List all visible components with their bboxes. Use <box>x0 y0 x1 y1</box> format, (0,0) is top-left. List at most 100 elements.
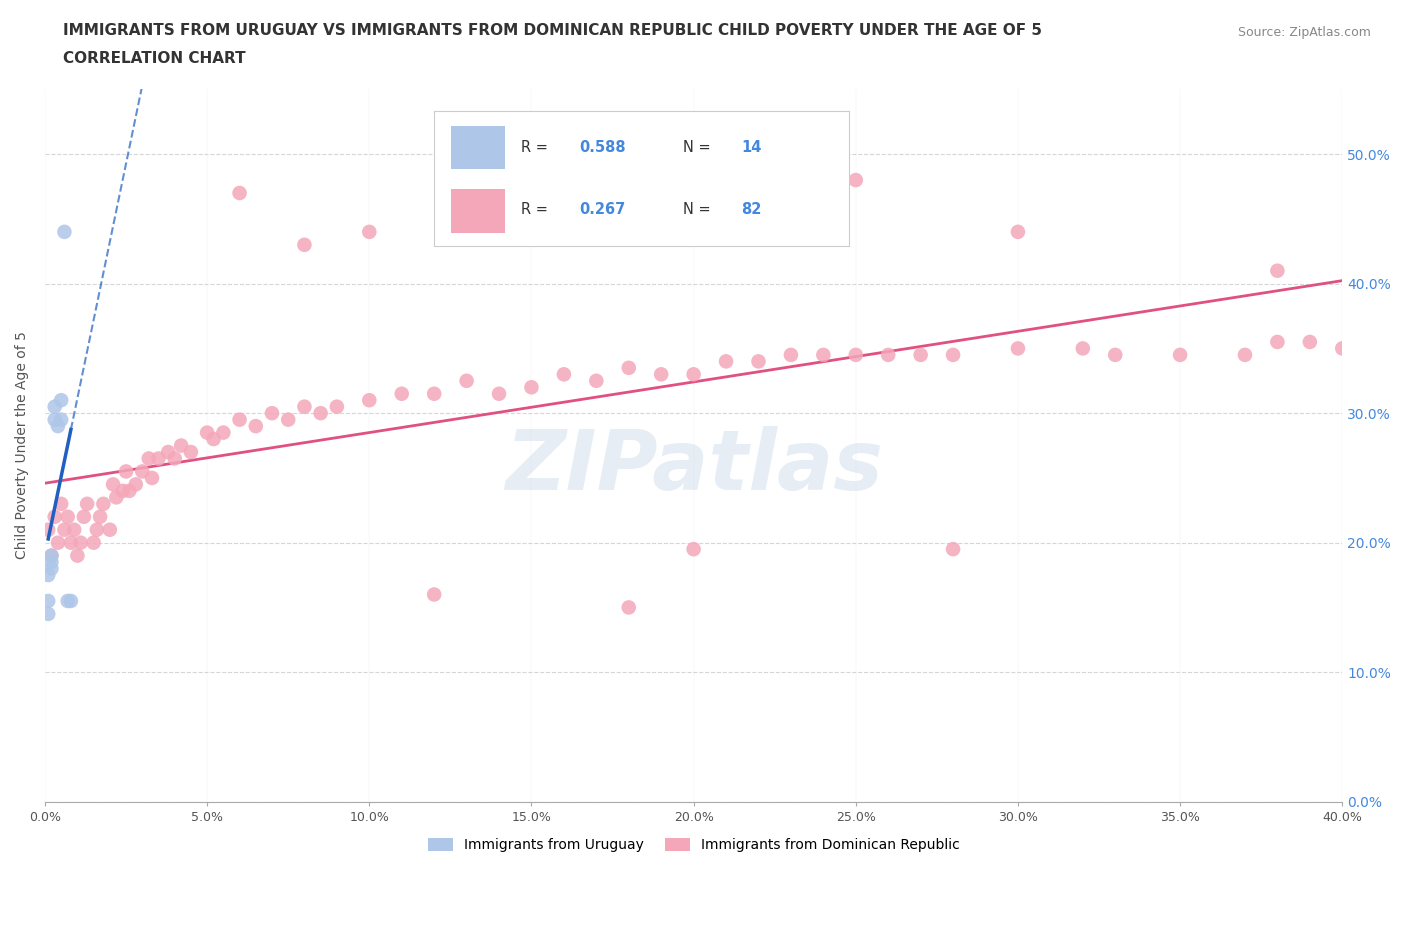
Point <box>1233 348 1256 363</box>
Point <box>1168 348 1191 363</box>
Point <box>105 490 128 505</box>
Point <box>41 548 63 563</box>
Point <box>56 510 79 525</box>
Point <box>59 593 82 608</box>
Point <box>359 224 381 239</box>
Point <box>101 477 124 492</box>
Point <box>212 425 235 440</box>
Point <box>1267 263 1289 278</box>
Point <box>228 412 250 427</box>
Point <box>294 237 316 252</box>
Point <box>617 600 640 615</box>
Point <box>59 536 82 551</box>
Point <box>260 405 283 420</box>
Point <box>51 497 73 512</box>
Point <box>56 593 79 608</box>
Point <box>942 541 965 556</box>
Point <box>89 510 111 525</box>
Point <box>141 471 163 485</box>
Point <box>37 567 59 582</box>
Point <box>157 445 180 459</box>
Point <box>714 354 737 369</box>
Point <box>63 523 86 538</box>
Point <box>294 399 316 414</box>
Point <box>456 373 478 388</box>
Point <box>51 412 73 427</box>
Point <box>163 451 186 466</box>
Point <box>845 173 868 188</box>
Point <box>228 186 250 201</box>
Point <box>83 536 105 551</box>
Point <box>326 399 349 414</box>
Text: IMMIGRANTS FROM URUGUAY VS IMMIGRANTS FROM DOMINICAN REPUBLIC CHILD POVERTY UNDE: IMMIGRANTS FROM URUGUAY VS IMMIGRANTS FR… <box>63 23 1042 38</box>
Point <box>98 523 121 538</box>
Point <box>277 412 299 427</box>
Point <box>53 224 76 239</box>
Point <box>44 510 66 525</box>
Point <box>66 548 89 563</box>
Point <box>423 587 446 602</box>
Point <box>73 510 96 525</box>
Point <box>131 464 153 479</box>
Point <box>138 451 160 466</box>
Point <box>1071 341 1094 356</box>
Point <box>37 523 59 538</box>
Point <box>41 548 63 563</box>
Point <box>488 386 510 401</box>
Point <box>46 418 69 433</box>
Point <box>1267 335 1289 350</box>
Point <box>111 484 134 498</box>
Point <box>180 445 202 459</box>
Text: Source: ZipAtlas.com: Source: ZipAtlas.com <box>1237 26 1371 39</box>
Point <box>118 484 141 498</box>
Legend: Immigrants from Uruguay, Immigrants from Dominican Republic: Immigrants from Uruguay, Immigrants from… <box>420 830 966 859</box>
Point <box>585 224 607 239</box>
Point <box>423 386 446 401</box>
Point <box>1007 341 1029 356</box>
Point <box>585 373 607 388</box>
Point <box>46 536 69 551</box>
Point <box>747 173 769 188</box>
Text: CORRELATION CHART: CORRELATION CHART <box>63 51 246 66</box>
Point <box>617 361 640 376</box>
Point <box>877 348 900 363</box>
Point <box>650 366 672 381</box>
Point <box>44 399 66 414</box>
Point <box>76 497 98 512</box>
Point <box>245 418 267 433</box>
Point <box>125 477 148 492</box>
Point <box>53 523 76 538</box>
Point <box>170 438 193 453</box>
Point <box>195 425 218 440</box>
Point <box>202 432 225 446</box>
Point <box>682 541 704 556</box>
Point <box>37 593 59 608</box>
Point <box>115 464 138 479</box>
Text: ZIPatlas: ZIPatlas <box>505 427 883 508</box>
Point <box>41 561 63 576</box>
Point <box>1104 348 1126 363</box>
Point <box>44 412 66 427</box>
Point <box>37 606 59 621</box>
Point <box>1007 224 1029 239</box>
Point <box>845 348 868 363</box>
Point <box>780 348 803 363</box>
Point <box>69 536 91 551</box>
Point <box>910 348 932 363</box>
Point <box>93 497 115 512</box>
Point <box>1299 335 1322 350</box>
Point <box>553 366 575 381</box>
Point <box>682 366 704 381</box>
Point <box>520 379 543 394</box>
Point <box>813 348 835 363</box>
Point <box>391 386 413 401</box>
Point <box>309 405 332 420</box>
Point <box>942 348 965 363</box>
Point <box>359 392 381 407</box>
Point <box>51 392 73 407</box>
Point <box>41 554 63 569</box>
Point <box>747 354 769 369</box>
Point <box>148 451 170 466</box>
Point <box>1331 341 1354 356</box>
Y-axis label: Child Poverty Under the Age of 5: Child Poverty Under the Age of 5 <box>15 332 30 560</box>
